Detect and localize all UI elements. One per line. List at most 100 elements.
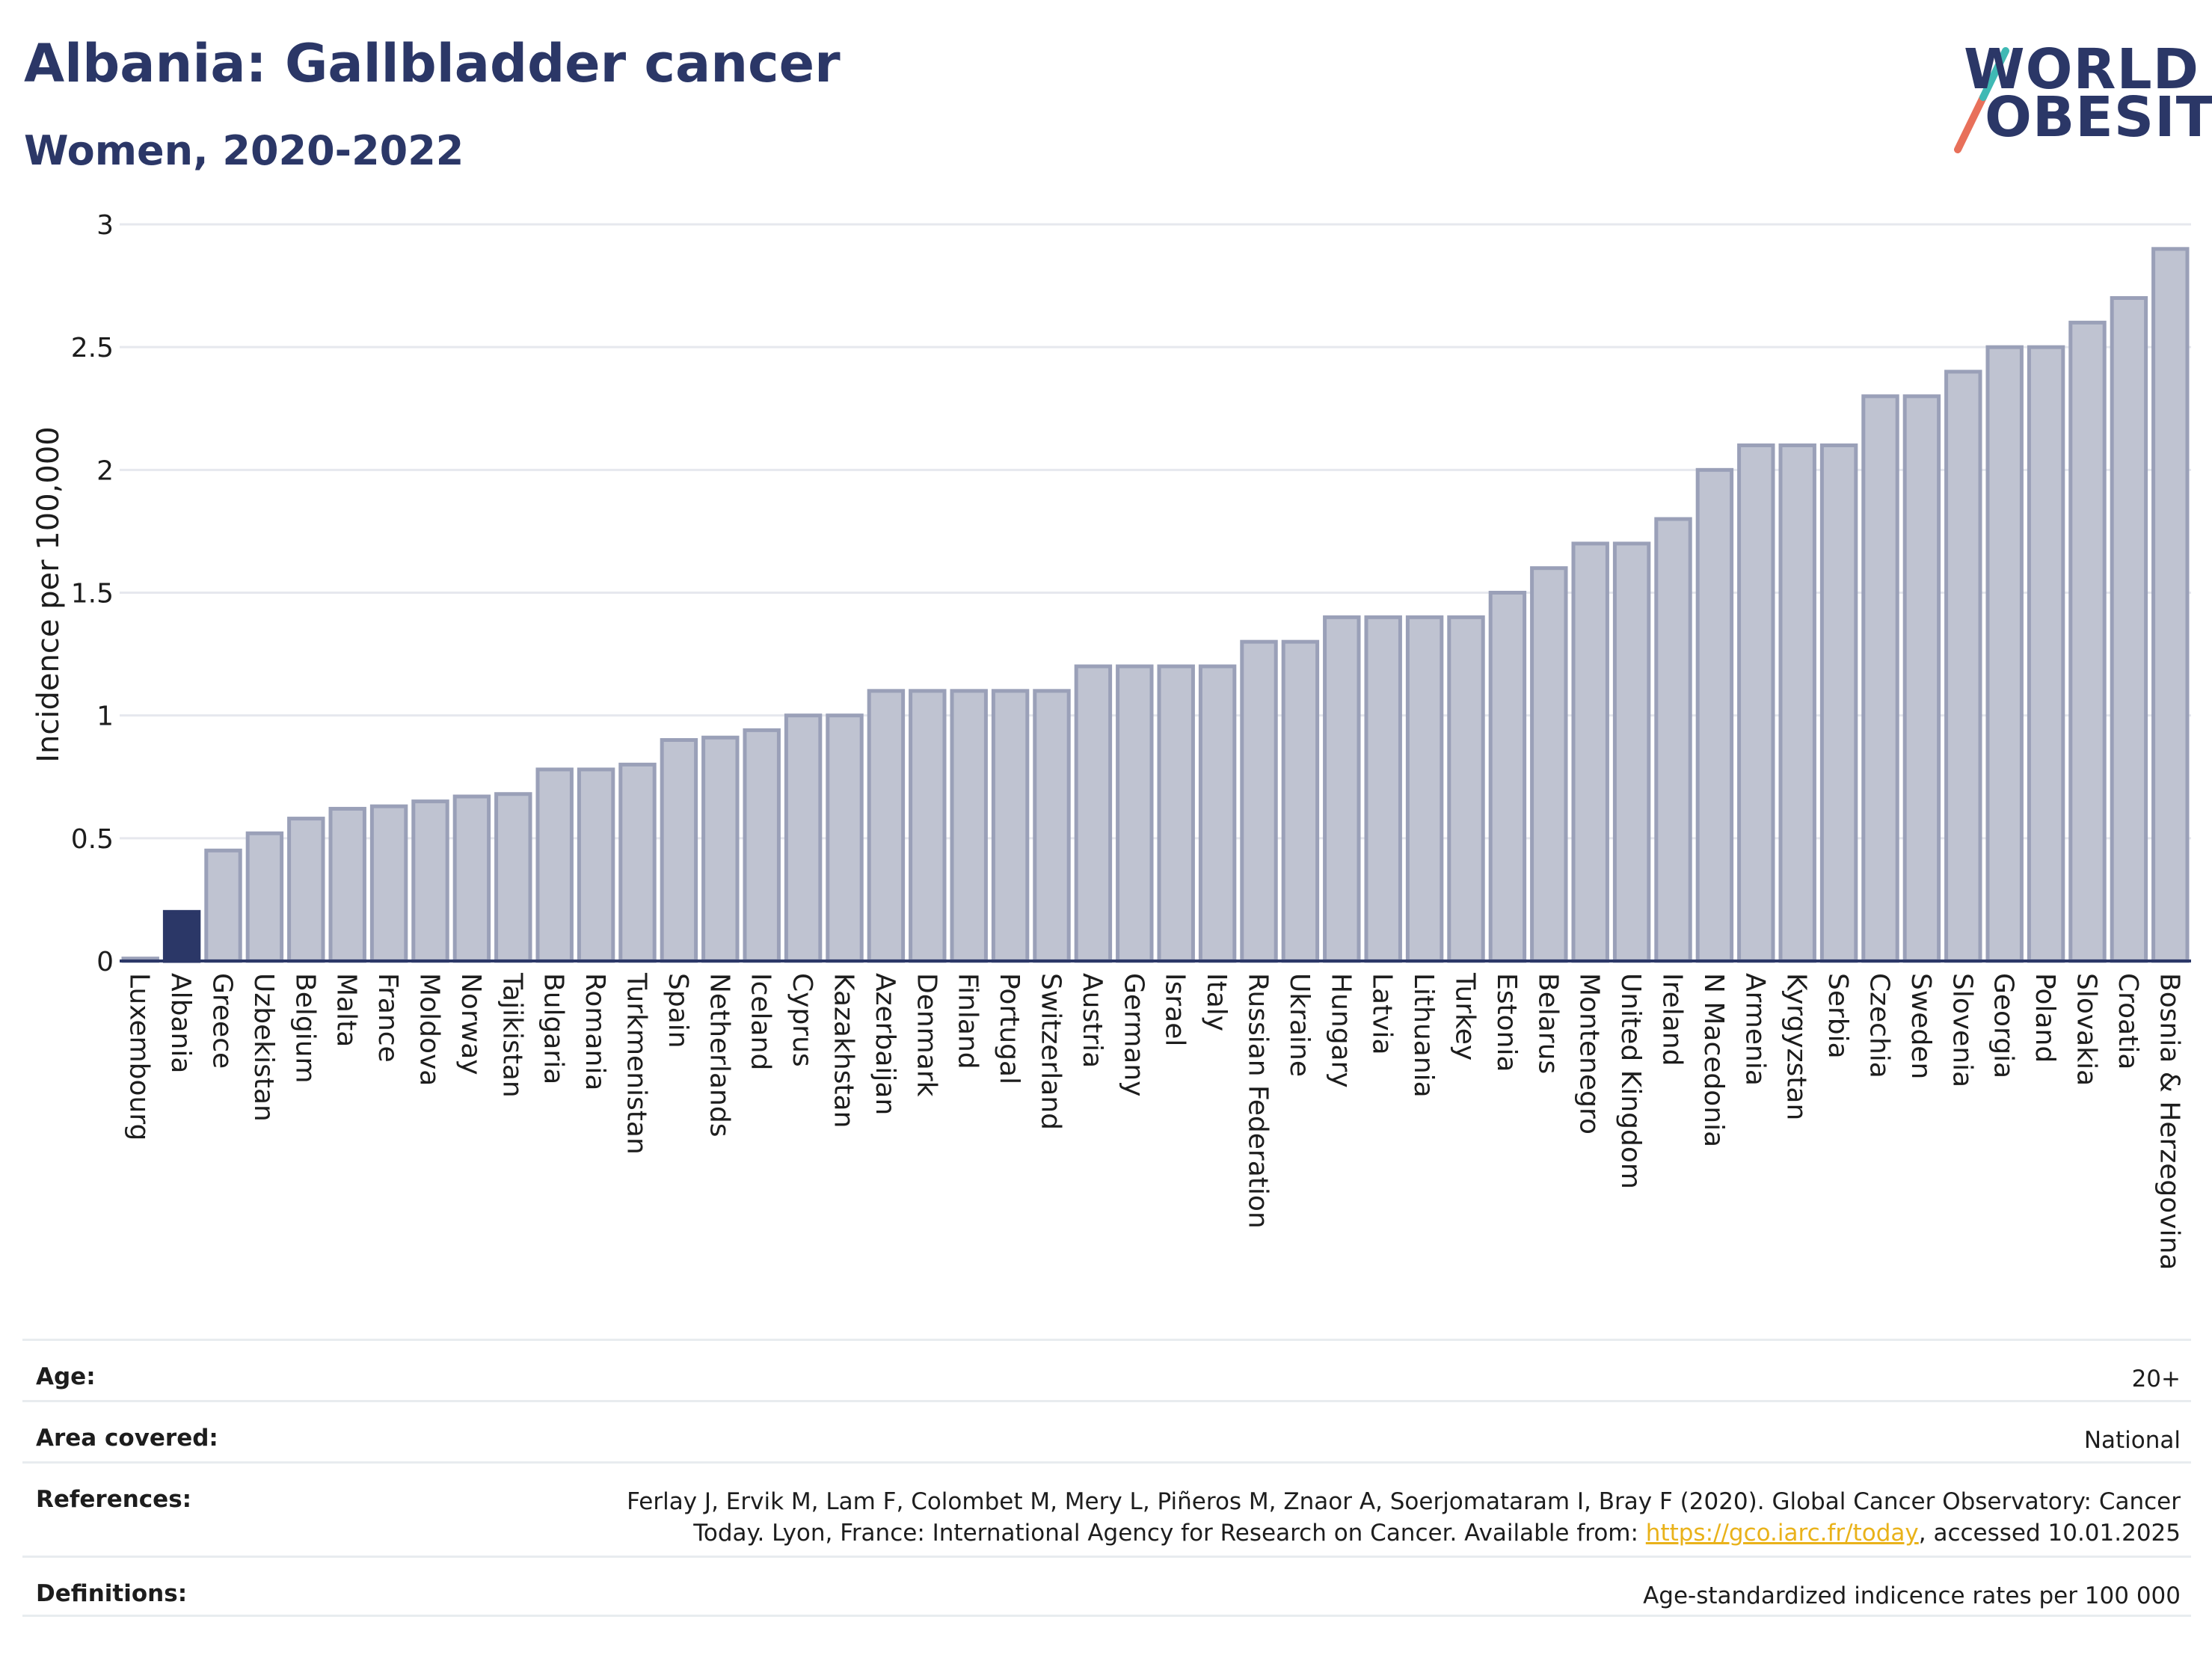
area-value: National [2083,1427,2181,1454]
bar-netherlands [701,735,740,963]
bar-armenia [1737,443,1775,963]
x-tick-label: Romania [580,973,610,1090]
x-tick-label: Iceland [746,973,776,1070]
bar-norway [452,794,491,963]
bar-czechia [1861,394,1899,963]
bar-belgium [287,817,325,963]
x-tick-label: United Kingdom [1615,973,1646,1189]
bar-hungary [1323,615,1361,963]
references-text: Ferlay J, Ervik M, Lam F, Colombet M, Me… [627,1488,2181,1547]
bars [121,247,2190,963]
chart-subtitle: Women, 2020-2022 [24,127,464,174]
x-tick-label: Germany [1118,973,1149,1096]
bar-albania [162,909,201,963]
bar-iceland [743,728,781,963]
bar-romania [577,767,615,963]
x-tick-label: Montenegro [1574,973,1605,1134]
x-tick-label: Luxembourg [124,973,155,1140]
bar-france [369,804,408,963]
x-tick-label: Georgia [1988,973,2019,1078]
definitions-label: Definitions: [36,1580,188,1607]
x-tick-label: Russian Federation [1243,973,1274,1229]
bar-ukraine [1281,639,1320,963]
y-tick-label: 0.5 [71,824,114,855]
x-tick-label: Belgium [289,973,320,1084]
y-tick-label: 3 [96,210,114,241]
bar-italy [1198,664,1237,963]
bar-austria [1074,664,1113,963]
bar-belarus [1530,566,1568,963]
x-tick-label: N Macedonia [1698,973,1729,1147]
logo-slash-icon [1954,47,2009,153]
definitions-value: Age-standardized indicence rates per 100… [1643,1582,2181,1609]
bar-tajikistan [494,792,532,963]
x-tick-label: Bosnia & Herzegovina [2154,973,2184,1270]
bar-uzbekistan [245,831,284,963]
logo-text-obesity: OBESITY [1985,85,2212,150]
bar-germany [1116,664,1154,963]
bar-georgia [1985,345,2024,963]
y-tick-label: 2 [96,455,114,486]
bar-united-kingdom [1612,541,1651,963]
references-link[interactable]: https://gco.iarc.fr/today [1645,1520,1919,1547]
x-tick-label: Uzbekistan [248,973,279,1122]
x-tick-label: Austria [1077,973,1107,1068]
bar-israel [1157,664,1195,963]
bar-spain [660,738,698,963]
x-tick-label: France [372,973,403,1063]
bar-slovakia [2068,320,2107,963]
y-tick-label: 2.5 [71,333,114,363]
bar-sweden [1902,394,1941,963]
x-tick-label: Netherlands [704,973,734,1137]
bar-latvia [1364,615,1402,963]
x-tick-label: Estonia [1491,973,1522,1072]
y-tick-label: 0 [96,947,114,977]
x-tick-label: Ireland [1657,973,1688,1066]
bar-serbia [1819,443,1858,963]
x-tick-label: Hungary [1325,973,1356,1088]
x-axis-tick-labels: Luxembourg Albania Greece Uzbekistan Belgium… [124,972,2185,1270]
world-obesity-logo: WORLD OBESITY [1944,22,2212,157]
x-tick-label: Serbia [1822,973,1853,1059]
bar-switzerland [1033,689,1071,963]
chart-title: Albania: Gallbladder cancer [24,33,841,94]
x-tick-label: Sweden [1905,973,1936,1079]
x-tick-label: Switzerland [1036,973,1066,1130]
x-tick-label: Greece [207,973,238,1069]
bar-slovenia [1944,369,1982,963]
bar-malta [328,806,366,963]
bar-turkey [1447,615,1485,963]
bar-poland [2027,345,2065,963]
x-tick-label: Kyrgyzstan [1781,973,1812,1120]
x-tick-label: Turkmenistan [621,972,652,1155]
x-tick-label: Armenia [1739,973,1770,1086]
x-tick-label: Czechia [1864,973,1895,1078]
age-label: Age: [36,1363,96,1390]
x-tick-label: Slovakia [2071,973,2102,1086]
bar-denmark [909,689,947,963]
x-tick-label: Azerbaijan [870,973,900,1115]
bar-lithuania [1405,615,1444,963]
x-tick-label: Italy [1201,973,1232,1031]
x-tick-label: Bulgaria [538,973,569,1084]
bar-n-macedonia [1695,467,1734,963]
info-row-references: References: Ferlay J, Ervik M, Lam F, Co… [22,1461,2191,1556]
bar-ireland [1654,517,1692,963]
bar-azerbaijan [867,689,906,963]
x-tick-label: Tajikistan [497,972,527,1098]
y-tick-label: 1.5 [71,579,114,610]
x-tick-label: Latvia [1367,973,1398,1055]
x-tick-label: Israel [1160,973,1191,1046]
bar-kyrgyzstan [1778,443,1816,963]
bar-bulgaria [535,767,574,963]
bar-greece [204,848,242,963]
bar-kazakhstan [826,713,864,963]
x-tick-label: Moldova [414,973,445,1086]
bar-bosnia-herzegovina [2151,247,2190,963]
x-tick-label: Cyprus [787,973,817,1067]
x-tick-label: Kazakhstan [829,973,859,1128]
x-tick-label: Denmark [911,973,941,1097]
x-tick-label: Norway [455,973,486,1075]
info-row-age: Age: 20+ [22,1339,2191,1400]
bar-chart: 0 0.5 1 1.5 2 2.5 3 Incidence per 100,000 Luxe… [31,210,2191,1270]
